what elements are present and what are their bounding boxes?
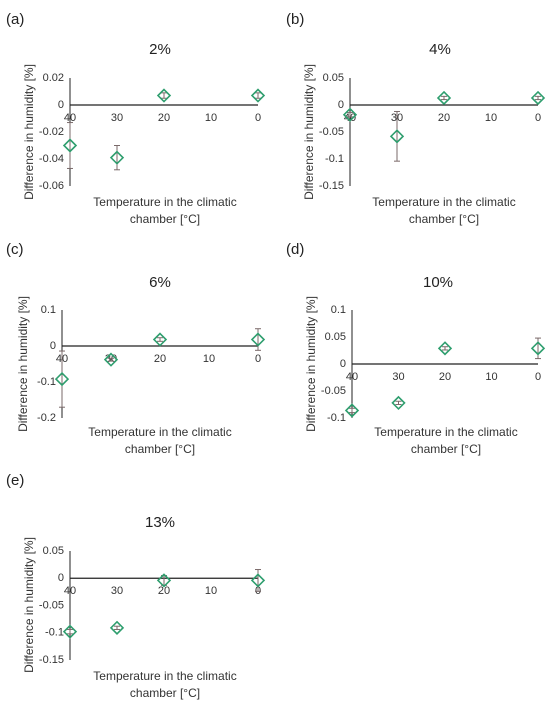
- x-tick-label: 40: [64, 112, 76, 124]
- panel-label: (a): [6, 11, 24, 28]
- y-tick-label: -0.1: [45, 627, 64, 639]
- y-tick-label: 0.05: [43, 545, 64, 557]
- chart-panel: (a) 2% 0.02 0 -0.02 -0.04 -0.06 40 30 20 10 0 Differ…: [6, 11, 266, 226]
- x-tick-label: 40: [64, 585, 76, 597]
- y-tick-label: -0.15: [39, 654, 64, 666]
- y-tick-label: -0.02: [39, 126, 64, 138]
- data-point: [54, 371, 70, 387]
- y-tick-label: -0.05: [319, 126, 344, 138]
- x-axis-label: chamber [°C]: [125, 442, 195, 456]
- y-tick-label: -0.2: [37, 412, 56, 424]
- data-point: [109, 620, 125, 635]
- panel-title: 13%: [145, 514, 175, 531]
- x-tick-label: 0: [255, 112, 261, 124]
- x-axis-label: Temperature in the climatic: [372, 195, 515, 209]
- x-axis-label: Temperature in the climatic: [374, 425, 517, 439]
- panel-title: 6%: [149, 274, 171, 291]
- data-point: [62, 624, 78, 639]
- x-tick-label: 10: [203, 353, 215, 365]
- x-tick-label: 0: [535, 112, 541, 124]
- x-axis-label: Temperature in the climatic: [88, 425, 231, 439]
- x-tick-label: 30: [392, 371, 404, 383]
- panel-title: 2%: [149, 41, 171, 58]
- x-axis-label: chamber [°C]: [130, 212, 200, 226]
- x-tick-label: 10: [485, 112, 497, 124]
- data-point: [389, 129, 405, 144]
- data-point: [62, 138, 78, 153]
- panel-title: 10%: [423, 274, 453, 291]
- data-point: [156, 573, 172, 588]
- data-point: [437, 341, 453, 356]
- data-point: [103, 352, 119, 367]
- x-tick-label: 0: [535, 371, 541, 383]
- panel-label: (c): [6, 241, 24, 258]
- x-tick-label: 10: [205, 585, 217, 597]
- x-tick-label: 0: [255, 353, 261, 365]
- y-tick-label: -0.1: [325, 153, 344, 165]
- x-axis-label: chamber [°C]: [411, 442, 481, 456]
- y-tick-label: 0.05: [323, 72, 344, 84]
- y-tick-label: 0: [58, 572, 64, 584]
- x-axis-label: chamber [°C]: [409, 212, 479, 226]
- y-tick-label: -0.1: [327, 412, 346, 424]
- x-tick-label: 40: [346, 371, 358, 383]
- x-axis-label: chamber [°C]: [130, 686, 200, 700]
- data-point: [250, 573, 266, 588]
- x-tick-label: 20: [158, 112, 170, 124]
- data-point: [156, 88, 172, 103]
- x-tick-label: 30: [111, 585, 123, 597]
- y-tick-label: -0.15: [319, 180, 344, 192]
- y-tick-label: -0.06: [39, 180, 64, 192]
- x-axis-label: Temperature in the climatic: [93, 195, 236, 209]
- y-axis-label: Difference in humidity [%]: [22, 64, 36, 200]
- y-tick-label: 0: [338, 99, 344, 111]
- chart-panel: (d) 10% 0.1 0.05 0 -0.05 -0.1 40 30 20 10 0 Differen…: [286, 241, 546, 456]
- panel-title: 4%: [429, 41, 451, 58]
- y-tick-label: 0.02: [43, 72, 64, 84]
- y-tick-label: 0.1: [41, 304, 56, 316]
- panel-label: (b): [286, 11, 304, 28]
- x-tick-label: 20: [158, 585, 170, 597]
- chart-panel: (e)13%0.050-0.05-0.1-0.15403020100Differ…: [6, 472, 266, 700]
- y-tick-label: 0.1: [331, 304, 346, 316]
- y-axis-label: Difference in humidity [%]: [304, 296, 318, 432]
- data-point: [530, 90, 546, 106]
- data-point: [436, 90, 452, 106]
- y-tick-label: 0: [340, 358, 346, 370]
- y-tick-label: -0.05: [39, 599, 64, 611]
- y-axis-label: Difference in humidity [%]: [302, 64, 316, 200]
- y-axis-label: Difference in humidity [%]: [22, 537, 36, 673]
- x-tick-label: 30: [111, 112, 123, 124]
- panel-label: (e): [6, 472, 24, 489]
- data-point: [342, 107, 358, 122]
- data-point: [109, 150, 125, 165]
- data-point: [250, 332, 266, 347]
- y-axis-label: Difference in humidity [%]: [16, 296, 30, 432]
- y-tick-label: 0: [58, 99, 64, 111]
- y-tick-label: -0.05: [321, 385, 346, 397]
- data-point: [344, 403, 360, 418]
- x-tick-label: 10: [205, 112, 217, 124]
- x-tick-label: 40: [344, 112, 356, 124]
- x-tick-label: 20: [438, 112, 450, 124]
- x-tick-label: 20: [154, 353, 166, 365]
- x-tick-label: 10: [485, 371, 497, 383]
- y-tick-label: -0.04: [39, 153, 64, 165]
- data-point: [152, 332, 168, 347]
- data-point: [530, 341, 546, 356]
- data-point: [250, 88, 266, 103]
- data-point: [391, 395, 406, 411]
- y-tick-label: 0.05: [325, 331, 346, 343]
- y-tick-label: 0: [50, 340, 56, 352]
- panel-label: (d): [286, 241, 304, 258]
- x-tick-label: 20: [439, 371, 451, 383]
- y-tick-label: -0.1: [37, 376, 56, 388]
- x-axis-label: Temperature in the climatic: [93, 669, 236, 683]
